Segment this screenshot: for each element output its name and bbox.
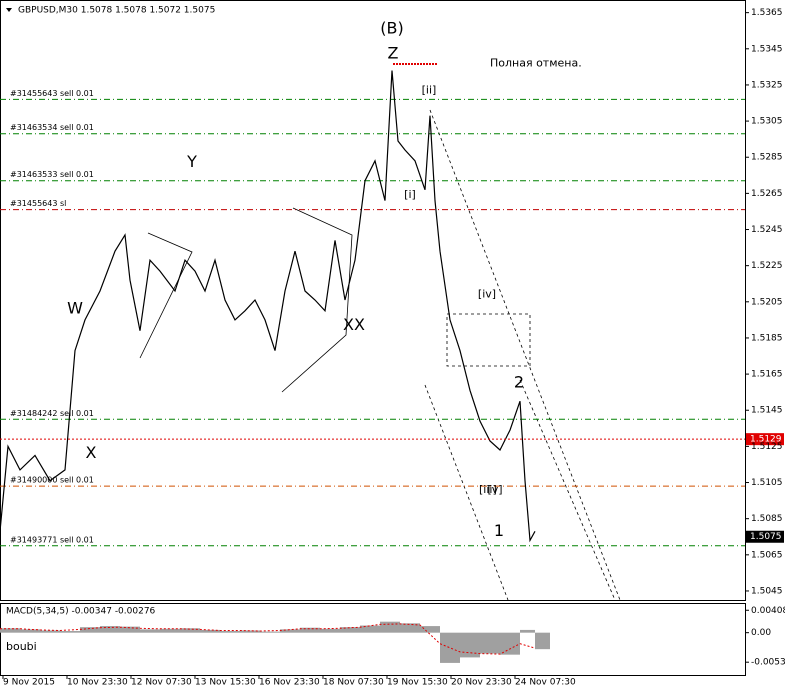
order-label: #31490000 sell 0.01 — [10, 476, 94, 485]
y-tick-label: 1.5325 — [751, 80, 783, 90]
main-pane — [0, 0, 746, 601]
macd-bar — [300, 627, 320, 633]
macd-bar — [360, 625, 380, 633]
macd-title: MACD(5,34,5) -0.00347 -0.00276 — [6, 607, 156, 617]
macd-bar — [480, 632, 500, 654]
annotation: 1 — [494, 521, 504, 540]
macd-bar — [380, 621, 400, 633]
y-tick-label: 1.5305 — [751, 117, 783, 127]
macd-bar — [320, 628, 340, 633]
annotation: (B) — [380, 18, 403, 37]
order-label: #31455643 sl — [10, 199, 66, 208]
macd-bar — [500, 632, 520, 655]
macd-pane — [0, 603, 746, 676]
macd-bar — [260, 631, 280, 633]
x-tick-label: 12 Nov 07:30 — [131, 678, 192, 688]
y-tick-label: 1.5345 — [751, 44, 783, 54]
x-tick-label: 19 Nov 15:30 — [387, 678, 448, 688]
x-tick-label: 9 Nov 2015 — [3, 678, 55, 688]
y-tick-label: 1.5285 — [751, 153, 783, 163]
price-marker-label: 1.5075 — [750, 532, 782, 542]
macd-bar — [340, 627, 360, 633]
x-tick-label: 18 Nov 07:30 — [323, 678, 384, 688]
annotation: 2 — [514, 373, 524, 392]
macd-bar — [200, 629, 220, 633]
annotation: X — [86, 443, 97, 462]
y-tick-label: 0.00408 — [751, 606, 785, 616]
macd-bar — [400, 623, 420, 633]
macd-bar — [120, 626, 140, 633]
macd-bar — [0, 628, 20, 633]
macd-bar — [440, 632, 460, 663]
annotation: [v] — [487, 483, 502, 496]
annotation: [iv] — [478, 288, 496, 301]
macd-bar — [420, 626, 440, 633]
y-tick-label: 1.5245 — [751, 225, 783, 235]
annotation: Z — [388, 44, 399, 63]
price-marker — [746, 530, 784, 543]
y-tick-label: 1.5085 — [751, 514, 783, 524]
annotation: XX — [343, 315, 365, 334]
y-tick-label: 1.5065 — [751, 550, 783, 560]
x-tick-label: 16 Nov 23:30 — [259, 678, 320, 688]
price-marker-label: 1.5129 — [750, 435, 782, 445]
annotation: W — [67, 299, 83, 318]
y-tick-label: 1.5205 — [751, 297, 783, 307]
macd-bar — [60, 631, 80, 633]
y-tick-label: 1.5165 — [751, 370, 783, 380]
y-tick-label: 1.5265 — [751, 189, 783, 199]
annotation: [iii] — [479, 483, 497, 496]
order-label: #31484242 sell 0.01 — [10, 409, 94, 418]
macd-bar — [535, 632, 550, 650]
y-tick-label: 1.5045 — [751, 586, 783, 596]
order-label: #31455643 sell 0.01 — [10, 89, 94, 98]
y-tick-label: -0.00537 — [751, 658, 785, 668]
macd-bar — [220, 631, 240, 633]
annotation: [i] — [404, 188, 416, 201]
channel-line — [519, 379, 616, 601]
macd-bar — [40, 630, 60, 633]
y-tick-label: 1.5365 — [751, 8, 783, 18]
macd-bar — [240, 630, 260, 633]
y-tick-label: 0.00 — [751, 628, 771, 638]
y-tick-label: 1.5125 — [751, 442, 783, 452]
y-tick-label: 1.5145 — [751, 406, 783, 416]
x-tick-label: 10 Nov 23:30 — [67, 678, 128, 688]
annotation: Y — [186, 152, 197, 171]
price-line — [0, 70, 536, 543]
channel-line — [424, 384, 509, 601]
annotation: Полная отмена. — [490, 56, 582, 69]
macd-bar — [280, 629, 300, 633]
macd-bar — [460, 632, 480, 658]
menu-arrow — [6, 8, 12, 12]
macd-bar — [100, 626, 120, 633]
header-title: GBPUSD,M30 1.5078 1.5078 1.5072 1.5075 — [18, 6, 215, 16]
triangle-line — [139, 232, 193, 359]
macd-bar — [80, 627, 100, 633]
x-tick-label: 24 Nov 07:30 — [515, 678, 576, 688]
macd-bar — [520, 629, 535, 633]
y-tick-label: 1.5105 — [751, 478, 783, 488]
macd-bar — [20, 629, 40, 633]
macd-bar — [180, 628, 200, 633]
order-label: #31463534 sell 0.01 — [10, 123, 94, 132]
annotation: [ii] — [422, 83, 437, 96]
y-tick-label: 1.5185 — [751, 333, 783, 343]
y-tick-label: 1.5225 — [751, 261, 783, 271]
order-label: #31493771 sell 0.01 — [10, 535, 94, 544]
x-tick-label: 20 Nov 23:30 — [451, 678, 512, 688]
macd-bar — [160, 628, 180, 633]
box — [446, 313, 531, 367]
indicator-name: boubi — [6, 640, 37, 653]
x-tick-label: 13 Nov 15:30 — [195, 678, 256, 688]
price-marker — [746, 433, 784, 446]
order-label: #31463533 sell 0.01 — [10, 170, 94, 179]
macd-bar — [140, 629, 160, 633]
